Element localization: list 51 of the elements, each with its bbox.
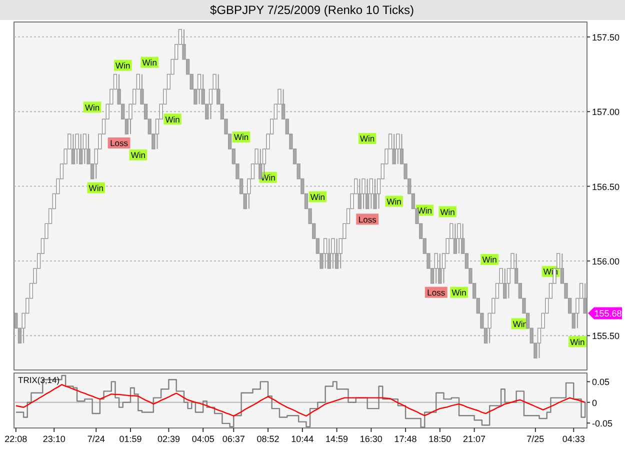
x-tick-label: 23:10 (42, 434, 66, 444)
x-tick-label: 04:05 (192, 434, 214, 444)
candlestick (323, 238, 328, 269)
candlestick (358, 178, 362, 210)
candlestick (503, 268, 507, 299)
chart-title: TRIX(3,14) (18, 375, 60, 385)
candlestick (334, 238, 339, 269)
chart-title: $GBPJPY 7/25/2009 (Renko 10 Ticks) (210, 3, 414, 17)
y-tick-label: 0 (592, 398, 598, 408)
candlestick (457, 223, 461, 254)
x-tick-label: 21:07 (463, 434, 486, 444)
y-tick-label: 156.50 (592, 182, 620, 192)
y-tick-label: 0.05 (592, 377, 610, 388)
candlestick (197, 74, 202, 105)
x-tick-label: 17:48 (394, 434, 417, 444)
x-tick-label: 18:50 (428, 434, 452, 444)
x-tick-label: 10:44 (291, 434, 314, 444)
y-tick-label: 157.50 (592, 32, 620, 42)
candlestick (366, 178, 370, 210)
candlestick (369, 178, 373, 210)
candlestick (362, 178, 366, 210)
text: 155.68 (594, 308, 622, 319)
candlestick (438, 253, 442, 284)
x-tick-label: 7/25 (526, 434, 544, 444)
y-tick-label: -0.05 (592, 418, 613, 429)
x-tick-label: 22:08 (4, 434, 28, 444)
line-series (15, 384, 586, 417)
candlestick (82, 134, 87, 164)
candlestick (453, 223, 458, 254)
x-tick-label: 06:37 (222, 434, 245, 444)
candlestick (75, 134, 79, 164)
x-tick-label: 16:30 (360, 434, 382, 444)
candlestick (327, 238, 331, 269)
candlestick (434, 253, 438, 284)
candlestick (396, 134, 400, 164)
candlestick (583, 282, 587, 314)
y-tick-label: 156.00 (592, 256, 620, 266)
x-tick-label: 08:52 (256, 434, 280, 444)
candlestick (71, 134, 76, 164)
candlestick (373, 178, 377, 210)
candlestick (79, 134, 83, 164)
x-tick-label: 02:39 (157, 434, 180, 444)
y-tick-label: 155.50 (592, 331, 620, 342)
y-tick-label: 157.00 (592, 107, 620, 118)
candlestick (258, 148, 262, 180)
candlestick (331, 238, 335, 269)
x-tick-label: 04:33 (562, 434, 585, 444)
x-tick-label: 7/24 (87, 434, 105, 444)
x-tick-label: 14:59 (326, 434, 348, 444)
x-tick-label: 01:59 (119, 434, 142, 444)
candlestick (392, 134, 396, 164)
